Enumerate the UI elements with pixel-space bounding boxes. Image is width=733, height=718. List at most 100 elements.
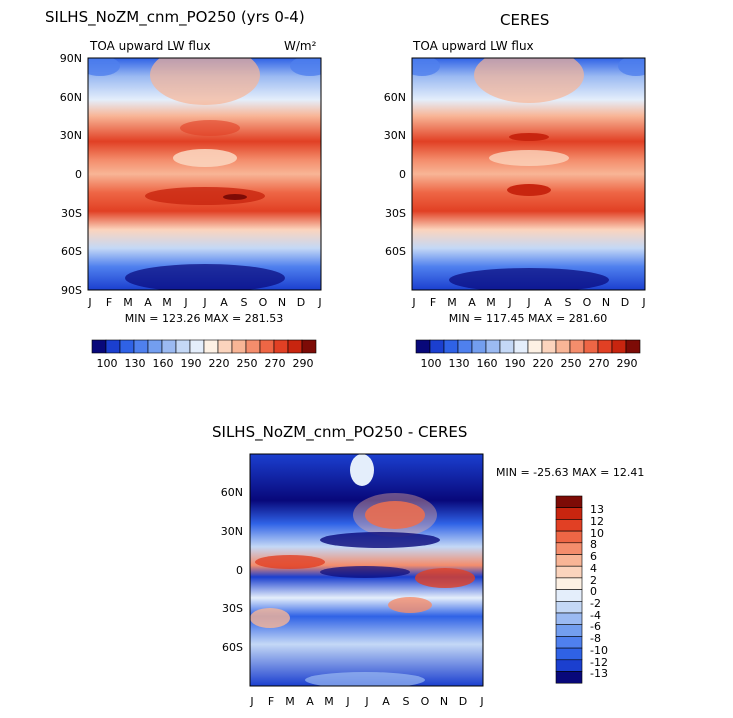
colorbar-label: 0 [590,585,597,598]
y-tick-label: 90S [61,284,82,297]
colorbar-label: 270 [589,357,610,370]
colorbar-swatch [541,339,557,354]
x-tick-label: M [123,296,133,309]
x-tick-label: N [440,695,448,708]
panel-diff-y-axis: 60N 30N 0 30S 60S [221,486,243,654]
colorbar-label: 8 [590,538,597,551]
y-tick-label: 90N [60,52,82,65]
colorbar-label: 190 [505,357,526,370]
colorbar-model [91,339,317,354]
panel-model-title: SILHS_NoZM_cnm_PO250 (yrs 0-4) [45,8,305,27]
colorbar-swatch [555,519,583,532]
y-tick-label: 30N [60,129,82,142]
colorbar-swatch [555,612,583,625]
x-tick-label: J [507,296,511,309]
colorbar-swatch [555,565,583,579]
colorbar-swatch [555,577,583,590]
colorbar-diff [555,495,583,684]
x-tick-label: A [144,296,152,309]
x-tick-label: J [249,695,253,708]
x-tick-label: O [421,695,430,708]
colorbar-swatch [625,339,641,354]
panel-diff: SILHS_NoZM_cnm_PO250 - CERES 60N 30N 0 3… [212,423,644,708]
colorbar-label: -13 [590,667,608,680]
colorbar-label: -4 [590,609,601,622]
colorbar-label: 100 [97,357,118,370]
colorbar-swatch [555,339,571,354]
colorbar-swatch [443,339,459,354]
colorbar-swatch [555,600,583,614]
y-tick-label: 0 [236,564,243,577]
y-tick-label: 60S [385,245,406,258]
x-tick-label: S [565,296,572,309]
x-tick-label: S [403,695,410,708]
panel-diff-title: SILHS_NoZM_cnm_PO250 - CERES [212,423,467,442]
colorbar-swatch [555,589,583,602]
x-tick-label: F [268,695,274,708]
y-tick-label: 60S [222,641,243,654]
colorbar-swatch [555,507,583,520]
colorbar-swatch [133,339,149,354]
colorbar-swatch [105,339,121,354]
y-tick-label: 30S [222,602,243,615]
x-tick-label: J [183,296,187,309]
y-tick-label: 30S [385,207,406,220]
colorbar-label: 13 [590,503,604,516]
colorbar-label: -12 [590,656,608,669]
y-tick-label: 60N [221,486,243,499]
panel-diff-x-axis: J F M A M J J A S O N D J [249,695,483,708]
colorbar-label: 6 [590,550,597,563]
colorbar-swatch [217,339,233,354]
y-tick-label: 30N [384,129,406,142]
colorbar-label: -8 [590,632,601,645]
x-tick-label: S [241,296,248,309]
colorbar-label: 2 [590,574,597,587]
colorbar-swatch [569,339,585,354]
colorbar-swatch [203,339,219,354]
x-tick-label: M [285,695,295,708]
colorbar-swatch [429,339,445,354]
colorbar-label: 290 [293,357,314,370]
y-tick-label: 60S [61,245,82,258]
colorbar-swatch [231,339,247,354]
colorbar-label: 160 [477,357,498,370]
x-tick-label: F [106,296,112,309]
x-tick-label: A [382,695,390,708]
colorbar-label: -6 [590,620,601,633]
colorbar-swatch [273,339,289,354]
colorbar-label: 290 [617,357,638,370]
colorbar-swatch [471,339,487,354]
colorbar-swatch [485,339,501,354]
colorbar-swatch [259,339,275,354]
x-tick-label: M [162,296,172,309]
colorbar-label: -2 [590,597,601,610]
x-tick-label: J [87,296,91,309]
x-tick-label: J [345,695,349,708]
panel-ceres-field [412,58,645,290]
panel-model-subtitle: TOA upward LW flux [89,39,211,53]
colorbar-swatch [119,339,135,354]
x-tick-label: M [324,695,334,708]
colorbar-swatch [555,495,583,508]
colorbar-label: 160 [153,357,174,370]
x-tick-label: A [468,296,476,309]
colorbar-swatch [583,339,599,354]
panel-model-x-axis: J F M A M J J A S O N D J [87,296,321,309]
panel-ceres-subtitle: TOA upward LW flux [412,39,534,53]
panel-ceres-y-axis: 60N 30N 0 30S 60S [384,91,406,258]
colorbar-swatch [513,339,529,354]
colorbar-swatch [527,339,543,354]
x-tick-label: J [202,296,206,309]
colorbar-swatch [555,647,583,661]
colorbar-swatch [499,339,515,354]
colorbar-swatch [287,339,303,354]
colorbar-swatch [555,554,583,567]
panel-ceres-x-axis: J F M A M J J A S O N D J [411,296,645,309]
colorbar-swatch [91,339,107,354]
x-tick-label: A [544,296,552,309]
x-tick-label: A [306,695,314,708]
colorbar-label: -10 [590,644,608,657]
panel-model-units: W/m² [284,39,317,53]
colorbar-label: 190 [181,357,202,370]
